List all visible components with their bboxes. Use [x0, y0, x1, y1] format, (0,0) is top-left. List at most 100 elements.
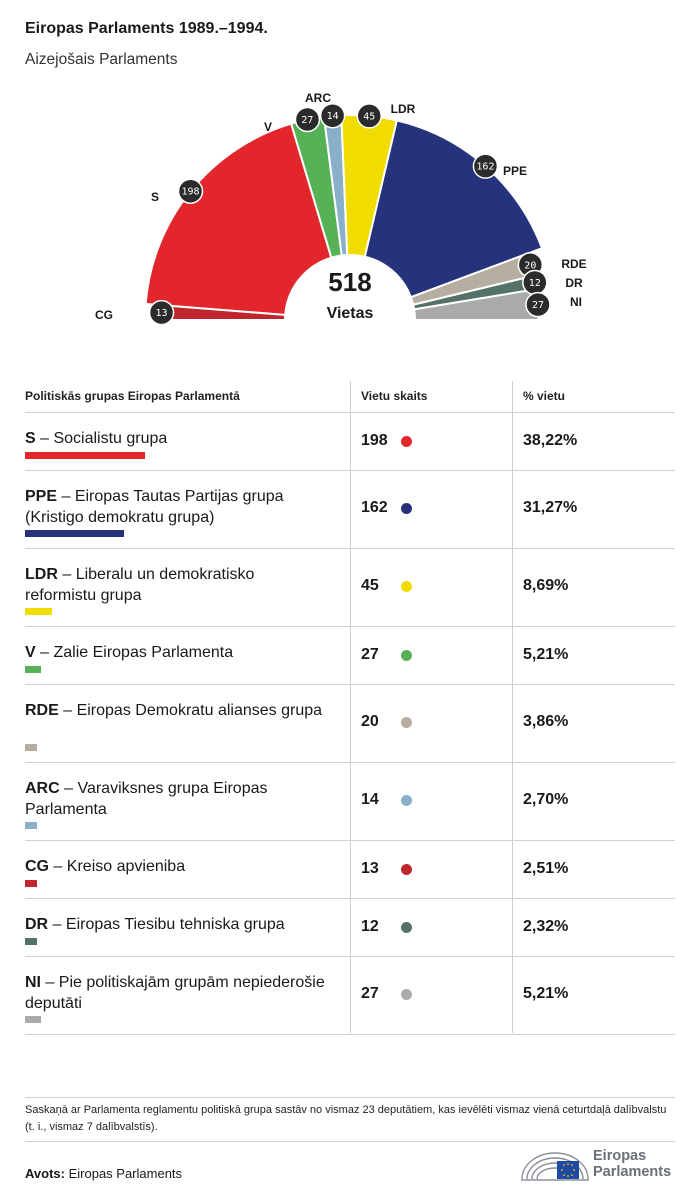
- slice-label-rde: RDE: [561, 257, 586, 271]
- seat-count: 14: [361, 791, 379, 808]
- svg-text:27: 27: [301, 115, 313, 126]
- table-row: ARC – Varaviksnes grupa Eiropas Parlamen…: [25, 763, 675, 841]
- seat-percent: 5,21%: [523, 646, 569, 663]
- group-full-name: Eiropas Tiesibu tehniska grupa: [65, 916, 285, 933]
- svg-text:12: 12: [529, 278, 541, 289]
- slice-s: [144, 122, 333, 316]
- slice-label-cg: CG: [95, 308, 113, 322]
- seat-badge-ldr: 45: [356, 103, 382, 129]
- group-full-name: Eiropas Tautas Partijas grupa (Kristigo …: [25, 488, 284, 526]
- group-name: CG – Kreiso apvieniba: [25, 858, 186, 875]
- ep-logo: Eiropas Parlaments: [520, 1145, 680, 1183]
- seat-percent: 31,27%: [523, 499, 578, 516]
- group-color-dot: [401, 864, 412, 875]
- seat-badge-dr: 12: [522, 269, 548, 296]
- group-full-name: Kreiso apvieniba: [66, 858, 186, 875]
- seat-badge-cg: 13: [148, 299, 175, 326]
- seat-percent: 38,22%: [523, 432, 578, 449]
- group-share-bar: [25, 744, 38, 751]
- seat-badge-v: 27: [294, 106, 321, 133]
- group-abbr: RDE: [25, 702, 59, 719]
- group-full-name: Socialistu grupa: [53, 430, 168, 447]
- groups-table: Politiskās grupas Eiropas Parlamentā Vie…: [25, 381, 675, 1035]
- svg-text:27: 27: [532, 300, 544, 311]
- group-name: DR – Eiropas Tiesibu tehniska grupa: [25, 916, 285, 933]
- slice-label-v: V: [264, 120, 272, 134]
- table-row: NI – Pie politiskajām grupām nepiederoši…: [25, 957, 675, 1035]
- seat-badge-s: 198: [177, 178, 204, 204]
- group-name: V – Zalie Eiropas Parlamenta: [25, 644, 234, 661]
- group-share-bar: [25, 938, 37, 945]
- seat-count: 198: [361, 432, 388, 449]
- hemicycle-logo-icon: [521, 1152, 589, 1181]
- group-name: LDR – Liberalu un demokratisko reformist…: [25, 566, 255, 604]
- group-name: ARC – Varaviksnes grupa Eiropas Parlamen…: [25, 780, 268, 818]
- group-color-dot: [401, 922, 412, 933]
- group-full-name: Eiropas Demokratu alianses grupa: [76, 702, 323, 719]
- group-color-dot: [401, 795, 412, 806]
- seat-badge-ppe: 162: [472, 153, 499, 179]
- slice-label-ldr: LDR: [391, 102, 416, 116]
- group-color-dot: [401, 503, 412, 514]
- table-header: Politiskās grupas Eiropas Parlamentā Vie…: [25, 381, 675, 413]
- group-abbr: ARC: [25, 780, 60, 797]
- group-color-dot: [401, 717, 412, 728]
- group-name: S – Socialistu grupa: [25, 430, 168, 447]
- group-share-bar: [25, 608, 53, 615]
- column-divider: [350, 381, 351, 1033]
- table-row: V – Zalie Eiropas Parlamenta 27 5,21%: [25, 627, 675, 685]
- group-name: PPE – Eiropas Tautas Partijas grupa (Kri…: [25, 488, 284, 526]
- seat-badge-arc: 14: [319, 102, 346, 129]
- eu-flag-icon: [557, 1161, 579, 1179]
- slice-ppe: [363, 119, 544, 299]
- table-row: RDE – Eiropas Demokratu alianses grupa 20…: [25, 685, 675, 763]
- svg-text:13: 13: [156, 308, 168, 319]
- header-percent: % vietu: [523, 389, 566, 403]
- seat-percent: 2,32%: [523, 918, 569, 935]
- group-share-bar: [25, 452, 146, 459]
- seat-percent: 8,69%: [523, 577, 569, 594]
- column-divider: [512, 381, 513, 1033]
- group-abbr: NI: [25, 974, 41, 991]
- table-row: S – Socialistu grupa 198 38,22%: [25, 413, 675, 471]
- slice-label-ni: NI: [570, 295, 582, 309]
- seat-count: 20: [361, 713, 379, 730]
- svg-text:20: 20: [524, 260, 536, 271]
- svg-text:45: 45: [363, 111, 375, 122]
- table-row: CG – Kreiso apvieniba 13 2,51%: [25, 841, 675, 899]
- group-full-name: Zalie Eiropas Parlamenta: [53, 644, 234, 661]
- group-abbr: V: [25, 644, 36, 661]
- group-full-name: Liberalu un demokratisko reformistu grup…: [25, 566, 255, 604]
- group-share-bar: [25, 822, 37, 829]
- group-abbr: PPE: [25, 488, 58, 505]
- svg-text:198: 198: [181, 187, 199, 198]
- group-color-dot: [401, 989, 412, 1000]
- group-full-name: Varaviksnes grupa Eiropas Parlamenta: [25, 780, 268, 818]
- total-label: Vietas: [327, 305, 374, 322]
- seat-count: 13: [361, 860, 379, 877]
- seat-percent: 5,21%: [523, 985, 569, 1002]
- seat-count: 27: [361, 985, 379, 1002]
- seat-count: 27: [361, 646, 379, 663]
- group-color-dot: [401, 436, 412, 447]
- group-abbr: DR: [25, 916, 49, 933]
- group-share-bar: [25, 666, 42, 673]
- group-full-name: Pie politiskajām grupām nepiederošie dep…: [25, 974, 325, 1012]
- svg-text:14: 14: [327, 111, 339, 122]
- slice-label-arc: ARC: [305, 91, 331, 105]
- table-row: LDR – Liberalu un demokratisko reformist…: [25, 549, 675, 627]
- slice-label-dr: DR: [565, 276, 583, 290]
- svg-text:162: 162: [476, 162, 494, 173]
- group-share-bar: [25, 530, 124, 537]
- source-label: Avots:: [25, 1166, 65, 1181]
- seat-badge-ni: 27: [525, 291, 551, 318]
- chart-subtitle: Aizejošais Parlaments: [25, 51, 178, 68]
- logo-text: Eiropas Parlaments: [593, 1148, 672, 1180]
- table-row: DR – Eiropas Tiesibu tehniska grupa 12 2,3…: [25, 899, 675, 957]
- table-row: PPE – Eiropas Tautas Partijas grupa (Kri…: [25, 471, 675, 549]
- seat-count: 162: [361, 499, 388, 516]
- group-share-bar: [25, 1016, 42, 1023]
- seat-percent: 2,70%: [523, 791, 569, 808]
- total-seats: 518: [328, 267, 371, 297]
- seat-count: 45: [361, 577, 379, 594]
